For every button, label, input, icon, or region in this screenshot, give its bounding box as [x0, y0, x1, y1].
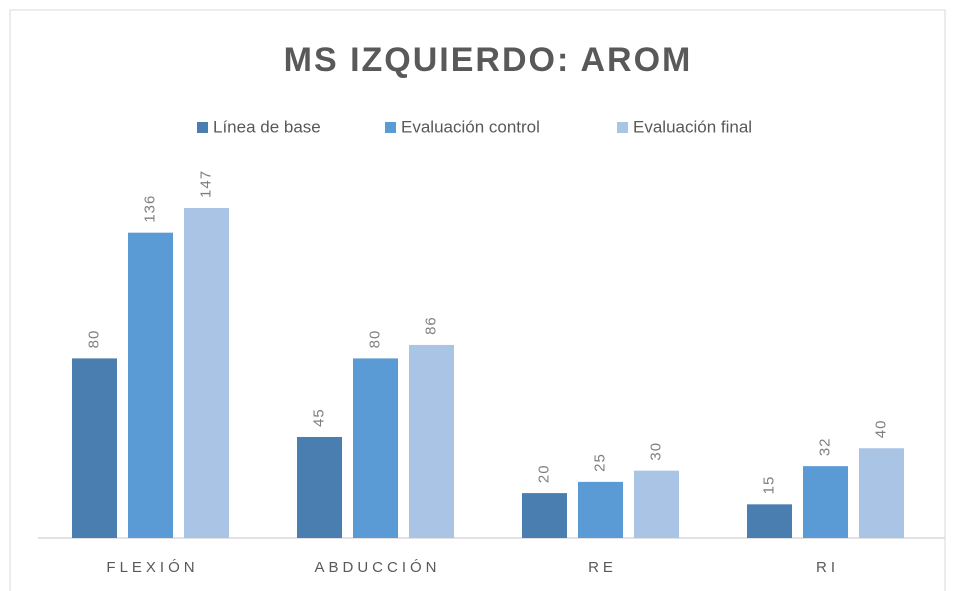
data-label: 15	[760, 476, 777, 495]
data-label: 147	[197, 170, 214, 198]
data-label: 45	[310, 408, 327, 427]
data-label: 32	[816, 437, 833, 456]
legend-swatch	[197, 122, 208, 133]
bar	[297, 436, 342, 538]
x-tick-label: RE	[588, 559, 617, 576]
bar	[72, 358, 117, 538]
bar	[578, 481, 623, 538]
data-label: 25	[591, 453, 608, 472]
bar	[747, 504, 792, 538]
data-label: 80	[366, 330, 383, 349]
chart-title: MS IZQUIERDO: AROM	[284, 41, 693, 79]
x-tick-label: ABDUCCIÓN	[314, 559, 440, 576]
legend-swatch	[385, 122, 396, 133]
data-label: 40	[872, 420, 889, 439]
data-label: 86	[422, 316, 439, 335]
bar	[128, 232, 173, 538]
bar	[634, 470, 679, 538]
legend-label: Evaluación final	[633, 117, 752, 136]
data-label: 80	[85, 330, 102, 349]
legend-label: Evaluación control	[401, 117, 540, 136]
bar	[184, 207, 229, 539]
bar	[409, 344, 454, 538]
x-tick-label: FLEXIÓN	[106, 559, 198, 576]
data-label: 20	[535, 464, 552, 483]
bar	[522, 493, 567, 538]
legend-swatch	[617, 122, 628, 133]
bar	[353, 358, 398, 538]
bar	[859, 448, 904, 538]
bar	[803, 466, 848, 538]
data-label: 136	[141, 195, 158, 223]
x-tick-label: RI	[816, 559, 839, 576]
legend-label: Línea de base	[213, 117, 321, 136]
data-label: 30	[647, 442, 664, 461]
